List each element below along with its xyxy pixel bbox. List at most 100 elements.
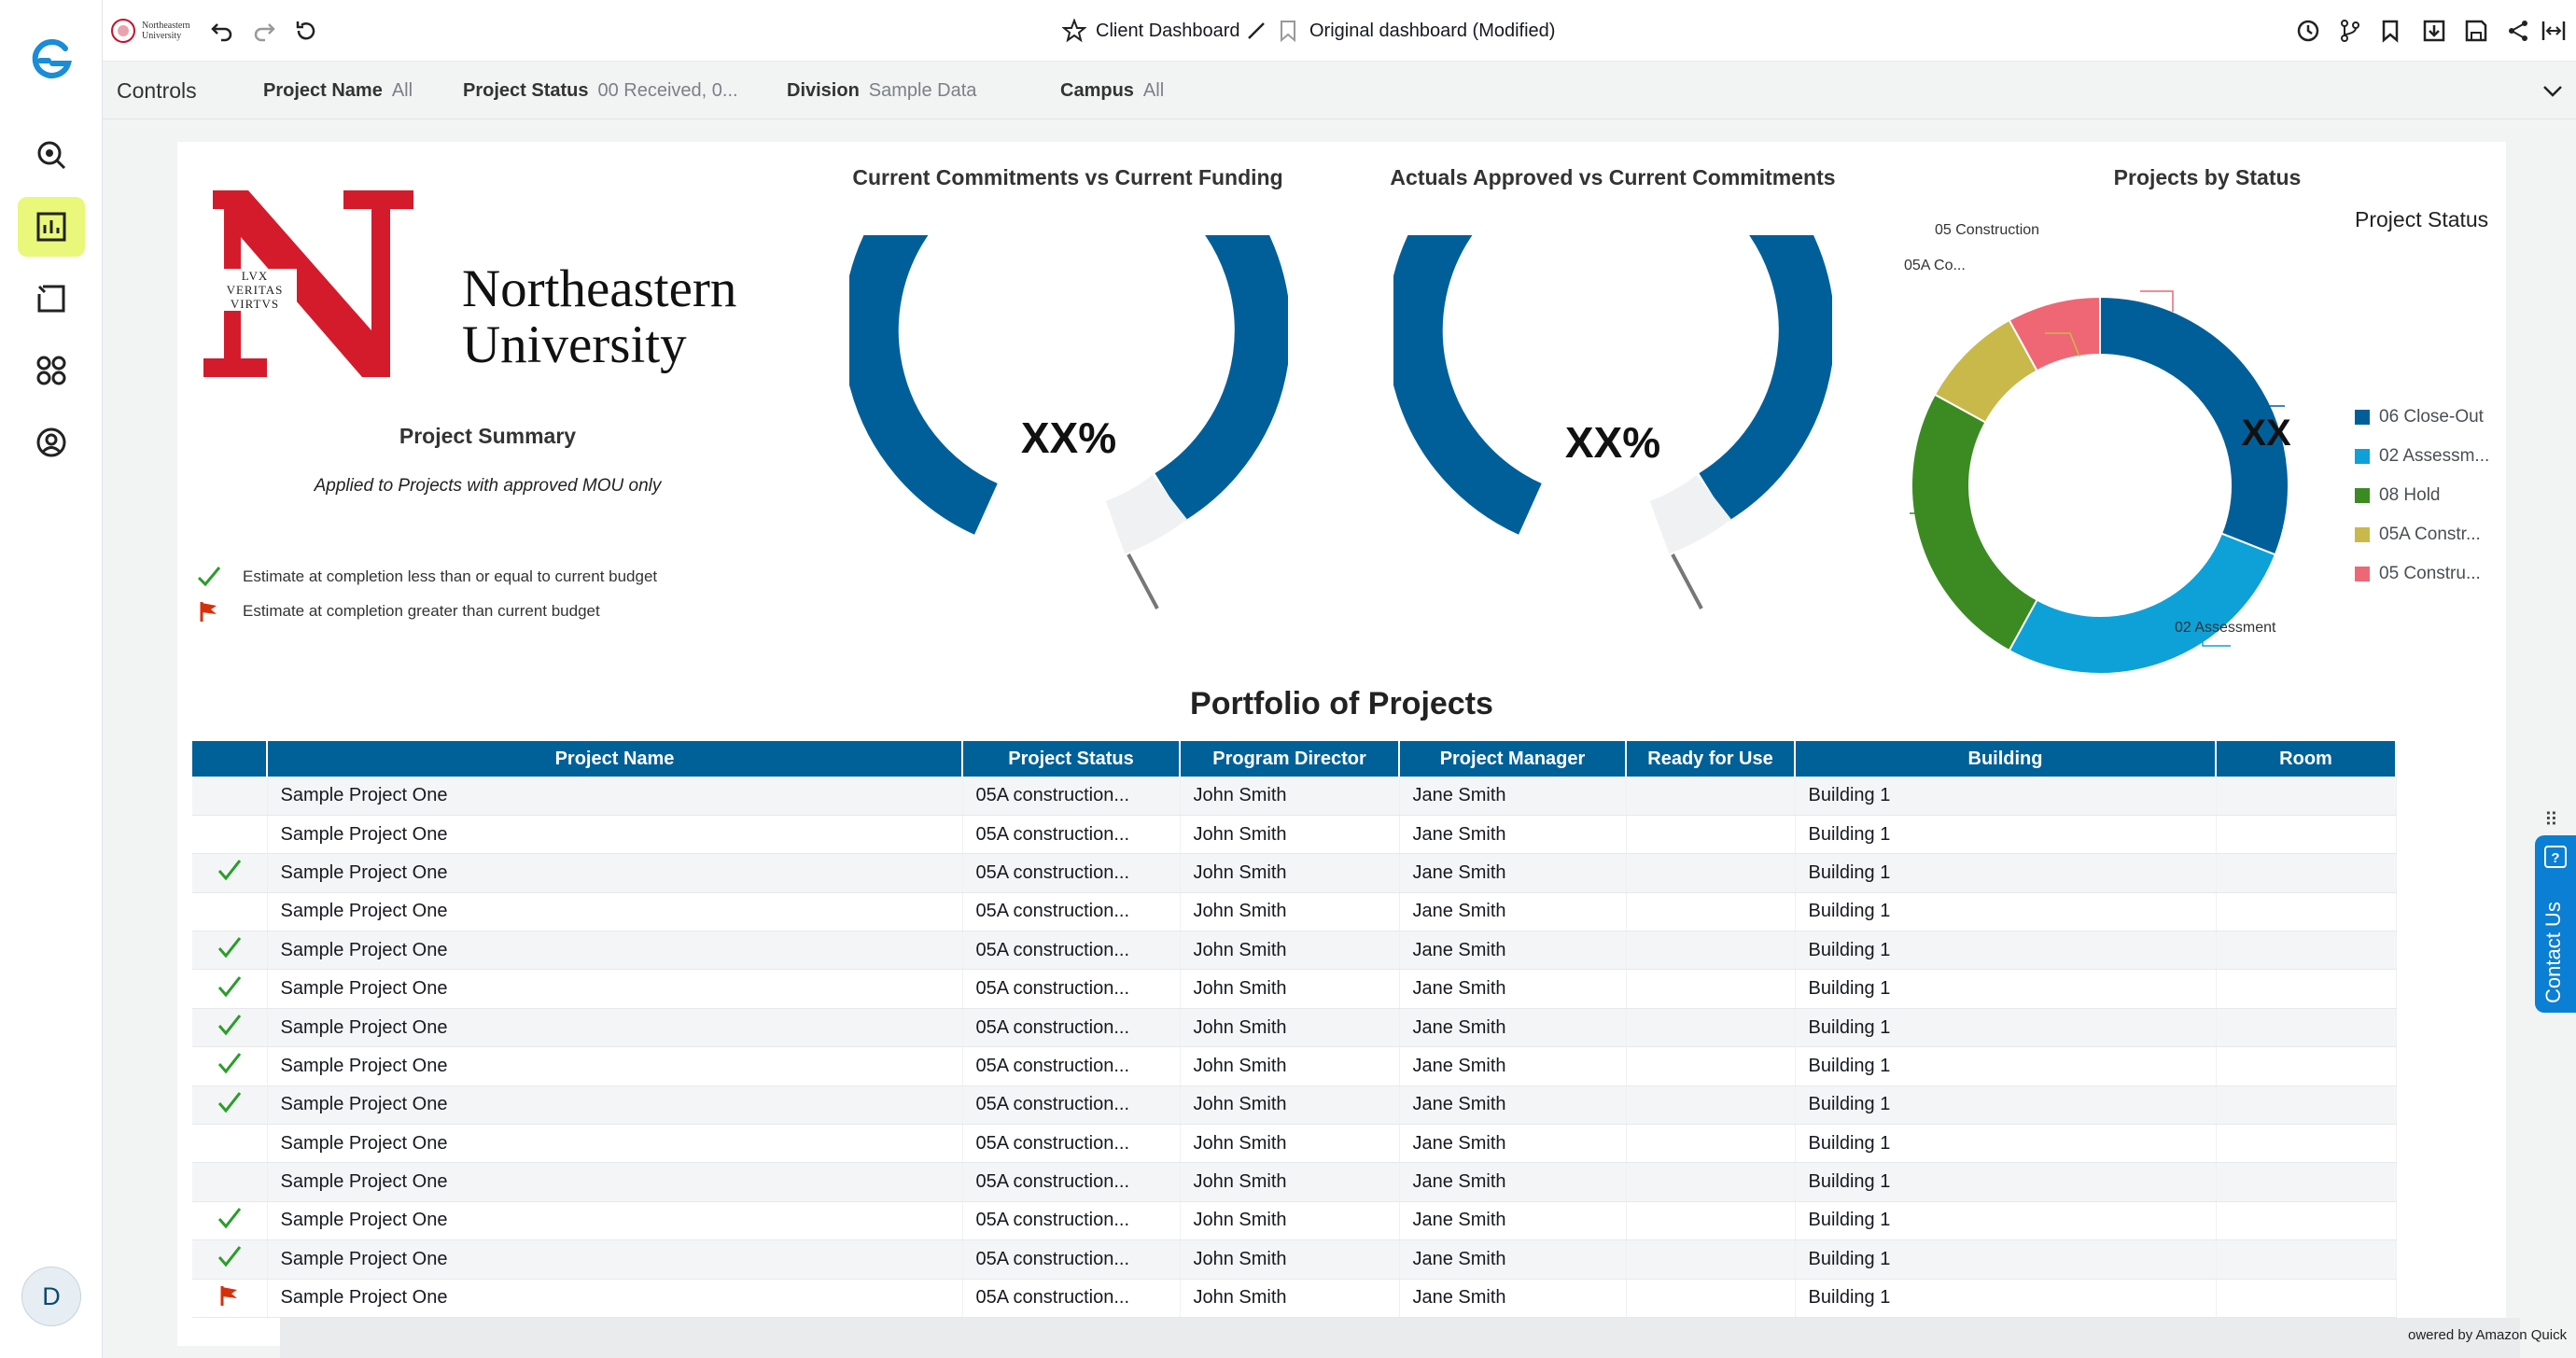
column-header[interactable]: Project Status bbox=[962, 741, 1181, 777]
save-icon[interactable] bbox=[2464, 15, 2488, 47]
bookmarks-icon[interactable] bbox=[2380, 15, 2401, 47]
contact-us-tab[interactable]: ? Contact Us bbox=[2535, 835, 2576, 1013]
gauge2-remaining-arc bbox=[1649, 474, 1731, 554]
callout-02-assessment: 02 Assessment bbox=[2175, 620, 2276, 636]
dashboard-title[interactable]: Client Dashboard bbox=[1096, 20, 1240, 41]
row-status-icon-cell bbox=[192, 1162, 268, 1202]
table-row[interactable]: Sample Project One 05A construction... Joh… bbox=[192, 1046, 2397, 1086]
column-header[interactable] bbox=[192, 741, 268, 777]
controls-bar: Controls Project Name All Project Status… bbox=[103, 62, 2576, 119]
table-row[interactable]: Sample Project One 05A construction... Joh… bbox=[192, 931, 2397, 971]
status-legend-item[interactable]: 02 Assessm... bbox=[2355, 442, 2489, 470]
cell-building: Building 1 bbox=[1795, 892, 2217, 932]
donut-slice-1[interactable] bbox=[2099, 295, 2289, 556]
row-status-icon-cell bbox=[192, 931, 268, 971]
column-header[interactable]: Room bbox=[2216, 741, 2397, 777]
download-icon[interactable] bbox=[2422, 15, 2446, 47]
campus-value: All bbox=[1142, 79, 1165, 101]
cell-room bbox=[2216, 1279, 2397, 1318]
division-label: Division bbox=[787, 79, 860, 101]
project-status-value: 00 Received, 0... bbox=[597, 79, 738, 101]
cell-room bbox=[2216, 1008, 2397, 1048]
division-filter[interactable]: Division Sample Data bbox=[787, 62, 976, 119]
avatar-initial: D bbox=[42, 1281, 61, 1310]
cell-status: 05A construction... bbox=[962, 931, 1181, 971]
org-logo: Northeastern University bbox=[110, 15, 190, 47]
status-legend-item[interactable]: 08 Hold bbox=[2355, 482, 2441, 510]
cell-ready bbox=[1626, 931, 1796, 971]
table-row[interactable]: Sample Project One 05A construction... Joh… bbox=[192, 892, 2397, 932]
gauge1-needle bbox=[1127, 553, 1159, 609]
cell-name: Sample Project One bbox=[267, 1162, 963, 1202]
collapse-controls-chevron-icon[interactable] bbox=[2541, 62, 2565, 119]
apps-icon[interactable] bbox=[18, 341, 85, 400]
share-icon[interactable] bbox=[2506, 15, 2530, 47]
project-summary-title: Project Summary bbox=[399, 424, 577, 448]
cell-director: John Smith bbox=[1180, 1239, 1400, 1280]
row-status-icon-cell bbox=[192, 777, 268, 816]
status-center-value: XX bbox=[2241, 413, 2291, 454]
cell-manager: Jane Smith bbox=[1399, 931, 1627, 971]
table-row[interactable]: Sample Project One 05A construction... Joh… bbox=[192, 1239, 2397, 1280]
status-chart-title: Projects by Status bbox=[2113, 165, 2302, 189]
table-row[interactable]: Sample Project One 05A construction... Joh… bbox=[192, 853, 2397, 893]
undo-icon[interactable] bbox=[210, 15, 234, 47]
expand-width-icon[interactable] bbox=[2541, 15, 2567, 47]
cell-director: John Smith bbox=[1180, 969, 1400, 1009]
project-status-filter[interactable]: Project Status 00 Received, 0... bbox=[463, 62, 738, 119]
table-row[interactable]: Sample Project One 05A construction... Joh… bbox=[192, 815, 2397, 855]
controls-title[interactable]: Controls bbox=[117, 77, 197, 103]
table-row[interactable]: Sample Project One 05A construction... Joh… bbox=[192, 1279, 2397, 1318]
bookmark-icon[interactable] bbox=[1279, 15, 1297, 47]
table-row[interactable]: Sample Project One 05A construction... Joh… bbox=[192, 1124, 2397, 1164]
favorite-star-icon[interactable] bbox=[1062, 15, 1086, 47]
dashboard-icon[interactable] bbox=[18, 197, 85, 257]
edit-pencil-icon[interactable] bbox=[1246, 15, 1267, 47]
table-header-row: Project Name Project Status Program Direct… bbox=[192, 741, 2397, 777]
reset-icon[interactable] bbox=[294, 15, 318, 47]
cell-manager: Jane Smith bbox=[1399, 1239, 1627, 1280]
horizontal-scrollbar[interactable] bbox=[280, 1318, 2520, 1358]
search-icon[interactable] bbox=[18, 125, 85, 185]
legend-label: 05 Constru... bbox=[2379, 564, 2481, 583]
donut-slice-3[interactable] bbox=[1911, 393, 2038, 652]
table-row[interactable]: Sample Project One 05A construction... Joh… bbox=[192, 969, 2397, 1009]
row-status-icon-cell bbox=[192, 1279, 268, 1318]
cell-status: 05A construction... bbox=[962, 853, 1181, 893]
branch-icon[interactable] bbox=[2338, 15, 2362, 47]
app-logo-icon[interactable] bbox=[28, 35, 75, 82]
table-row[interactable]: Sample Project One 05A construction... Joh… bbox=[192, 1201, 2397, 1241]
row-status-icon-cell bbox=[192, 1008, 268, 1048]
donut-slice-2[interactable] bbox=[2008, 532, 2277, 675]
status-legend-item[interactable]: 06 Close-Out bbox=[2355, 403, 2484, 431]
table-row[interactable]: Sample Project One 05A construction... Joh… bbox=[192, 1162, 2397, 1202]
green-check-icon bbox=[217, 1015, 241, 1036]
bookmark-name[interactable]: Original dashboard (Modified) bbox=[1309, 20, 1556, 41]
project-name-filter[interactable]: Project Name All bbox=[263, 62, 413, 119]
cell-building: Building 1 bbox=[1795, 1085, 2217, 1126]
table-row[interactable]: Sample Project One 05A construction... Joh… bbox=[192, 777, 2397, 816]
column-header[interactable]: Building bbox=[1795, 741, 2217, 777]
table-row[interactable]: Sample Project One 05A construction... Joh… bbox=[192, 1085, 2397, 1126]
column-header[interactable]: Project Manager bbox=[1399, 741, 1627, 777]
history-clock-icon[interactable] bbox=[2296, 15, 2320, 47]
stories-icon[interactable] bbox=[18, 269, 85, 329]
legend-label: 02 Assessm... bbox=[2379, 446, 2490, 466]
status-legend-item[interactable]: 05 Constru... bbox=[2355, 560, 2481, 588]
redo-icon[interactable] bbox=[252, 15, 276, 47]
column-header[interactable]: Project Name bbox=[267, 741, 963, 777]
campus-filter[interactable]: Campus All bbox=[1060, 62, 1164, 119]
cell-ready bbox=[1626, 853, 1796, 893]
seal-line-1: LVX bbox=[241, 269, 269, 283]
profile-icon[interactable] bbox=[18, 413, 85, 472]
status-donut-chart[interactable] bbox=[1883, 217, 2322, 739]
cell-name: Sample Project One bbox=[267, 1279, 963, 1318]
column-header[interactable]: Ready for Use bbox=[1626, 741, 1796, 777]
status-legend-item[interactable]: 05A Constr... bbox=[2355, 521, 2481, 549]
drag-handle-icon[interactable]: ⠿ bbox=[2544, 810, 2559, 831]
row-status-icon-cell bbox=[192, 1046, 268, 1086]
table-row[interactable]: Sample Project One 05A construction... Joh… bbox=[192, 1008, 2397, 1048]
column-header[interactable]: Program Director bbox=[1180, 741, 1400, 777]
user-avatar[interactable]: D bbox=[21, 1267, 81, 1326]
